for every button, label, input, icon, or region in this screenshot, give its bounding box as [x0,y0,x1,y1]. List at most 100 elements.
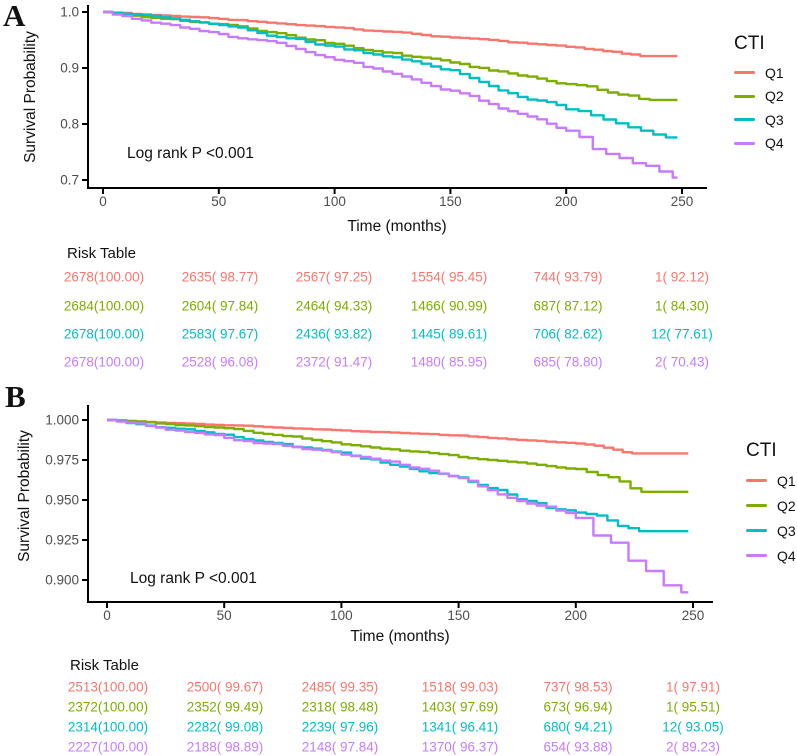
x-tick-label: 0 [103,608,111,623]
risk-cell-q4-t200: 654( 93.88) [543,739,613,755]
legend-swatch-q2 [734,94,755,98]
panel-a-curve-q3 [103,10,678,139]
legend-item-label: Q3 [765,111,784,128]
risk-cell-q2-t150: 1466( 90.99) [410,297,488,313]
legend-swatch-q4 [746,553,767,558]
legend-item-label: Q4 [777,547,796,564]
risk-cell-q2-t50: 2352( 99.49) [186,699,264,715]
risk-cell-q2-t100: 2464( 94.33) [295,297,373,313]
legend-swatch-q3 [734,118,755,122]
risk-cell-q2-t0: 2684(100.00) [63,297,145,313]
legend-item-q3: Q3 [734,108,784,132]
legend-item-label: Q2 [765,88,784,105]
y-tick-label: 0.7 [60,173,79,188]
risk-cell-q1-t250: 1( 97.91) [665,679,721,695]
panel-b-legend-title: CTI [746,440,777,461]
risk-cell-q4-t150: 1370( 96.37) [421,739,499,755]
y-tick-label: 0.8 [60,117,79,132]
legend-item-q1: Q1 [734,61,784,85]
x-tick-label: 200 [555,194,578,209]
risk-cell-q2-t250: 1( 84.30) [654,297,710,313]
x-tick-label: 250 [671,194,694,209]
risk-cell-q3-t200: 706( 82.62) [533,326,603,342]
panel-b-curve-q1 [107,418,689,455]
panel-a-legend-items: Q1 Q2 Q3 Q4 [734,61,784,155]
y-tick-label: 0.950 [45,493,79,508]
risk-cell-q2-t0: 2372(100.00) [67,699,149,715]
panel-b-curve-q2 [107,418,689,493]
legend-swatch-q2 [746,503,767,508]
panel-b-legend-items: Q1 Q2 Q3 Q4 [746,468,796,568]
legend-item-q1: Q1 [746,468,796,493]
risk-cell-q1-t250: 1( 92.12) [654,269,710,285]
panel-a-risk-table-title: Risk Table [67,245,136,262]
risk-cell-q1-t100: 2485( 99.35) [301,679,379,695]
legend-item-label: Q4 [765,135,784,152]
risk-cell-q4-t100: 2372( 91.47) [295,354,373,370]
panel-b-risk-table-title: Risk Table [70,657,139,674]
panel-a-plot: 1.0 0.9 0.8 0.7 0 50 100 150 200 250 [60,5,707,209]
risk-cell-q3-t50: 2583( 97.67) [181,326,259,342]
x-tick-label: 250 [682,608,705,623]
risk-cell-q2-t250: 1( 95.51) [665,699,721,715]
y-tick-label: 0.925 [45,533,79,548]
panel-b-legend: CTI Q1 Q2 Q3 Q4 [746,440,796,568]
legend-swatch-q1 [734,71,755,75]
x-tick-label: 0 [99,194,107,209]
risk-cell-q3-t250: 12( 93.05) [662,719,724,735]
x-tick-label: 200 [565,608,588,623]
legend-item-q2: Q2 [746,493,796,518]
risk-cell-q3-t100: 2436( 93.82) [295,326,373,342]
risk-cell-q1-t150: 1554( 95.45) [410,269,488,285]
x-tick-label: 100 [323,194,346,209]
panel-a-legend-title: CTI [734,33,765,54]
panel-a-curve-q4 [103,10,678,179]
panel-a-axes [87,5,707,189]
x-tick-label: 50 [211,194,226,209]
risk-cell-q4-t50: 2528( 96.08) [181,354,259,370]
legend-item-q2: Q2 [734,85,784,109]
risk-cell-q1-t50: 2635( 98.77) [181,269,259,285]
legend-item-label: Q3 [777,522,796,539]
y-tick-label: 0.900 [45,573,79,588]
panel-b-axes [87,405,713,603]
risk-cell-q1-t0: 2678(100.00) [63,269,145,285]
x-tick-label: 150 [439,194,462,209]
risk-cell-q4-t250: 2( 70.43) [654,354,710,370]
risk-cell-q4-t0: 2678(100.00) [63,354,145,370]
x-tick-label: 100 [330,608,353,623]
risk-cell-q3-t50: 2282( 99.08) [186,719,264,735]
risk-cell-q3-t100: 2239( 97.96) [301,719,379,735]
risk-cell-q3-t200: 680( 94.21) [543,719,613,735]
x-tick-label: 50 [217,608,232,623]
risk-cell-q1-t100: 2567( 97.25) [295,269,373,285]
panel-b-curve-q4 [107,418,689,594]
risk-cell-q1-t50: 2500( 99.67) [186,679,264,695]
risk-cell-q3-t150: 1341( 96.41) [421,719,499,735]
risk-cell-q2-t150: 1403( 97.69) [421,699,499,715]
y-tick-label: 0.9 [60,61,79,76]
risk-cell-q3-t150: 1445( 89.61) [410,326,488,342]
panel-b-xlabel: Time (months) [350,628,450,645]
legend-swatch-q1 [746,478,767,483]
risk-cell-q4-t0: 2227(100.00) [67,739,149,755]
risk-cell-q2-t200: 673( 96.94) [543,699,613,715]
risk-cell-q4-t200: 685( 78.80) [533,354,603,370]
risk-cell-q4-t100: 2148( 97.84) [301,739,379,755]
y-tick-label: 1.000 [45,413,79,428]
risk-cell-q2-t100: 2318( 98.48) [301,699,379,715]
legend-swatch-q4 [734,141,755,145]
risk-cell-q2-t200: 687( 87.12) [533,297,603,313]
panel-a-curve-q1 [103,10,678,58]
y-tick-label: 1.0 [60,5,79,20]
x-tick-label: 150 [447,608,470,623]
legend-item-label: Q1 [765,64,784,81]
risk-cell-q2-t50: 2604( 97.84) [181,297,259,313]
risk-cell-q3-t0: 2678(100.00) [63,326,145,342]
risk-cell-q3-t250: 12( 77.61) [651,326,713,342]
risk-cell-q1-t150: 1518( 99.03) [421,679,499,695]
legend-item-q4: Q4 [734,132,784,156]
panel-a-xlabel: Time (months) [347,218,447,235]
